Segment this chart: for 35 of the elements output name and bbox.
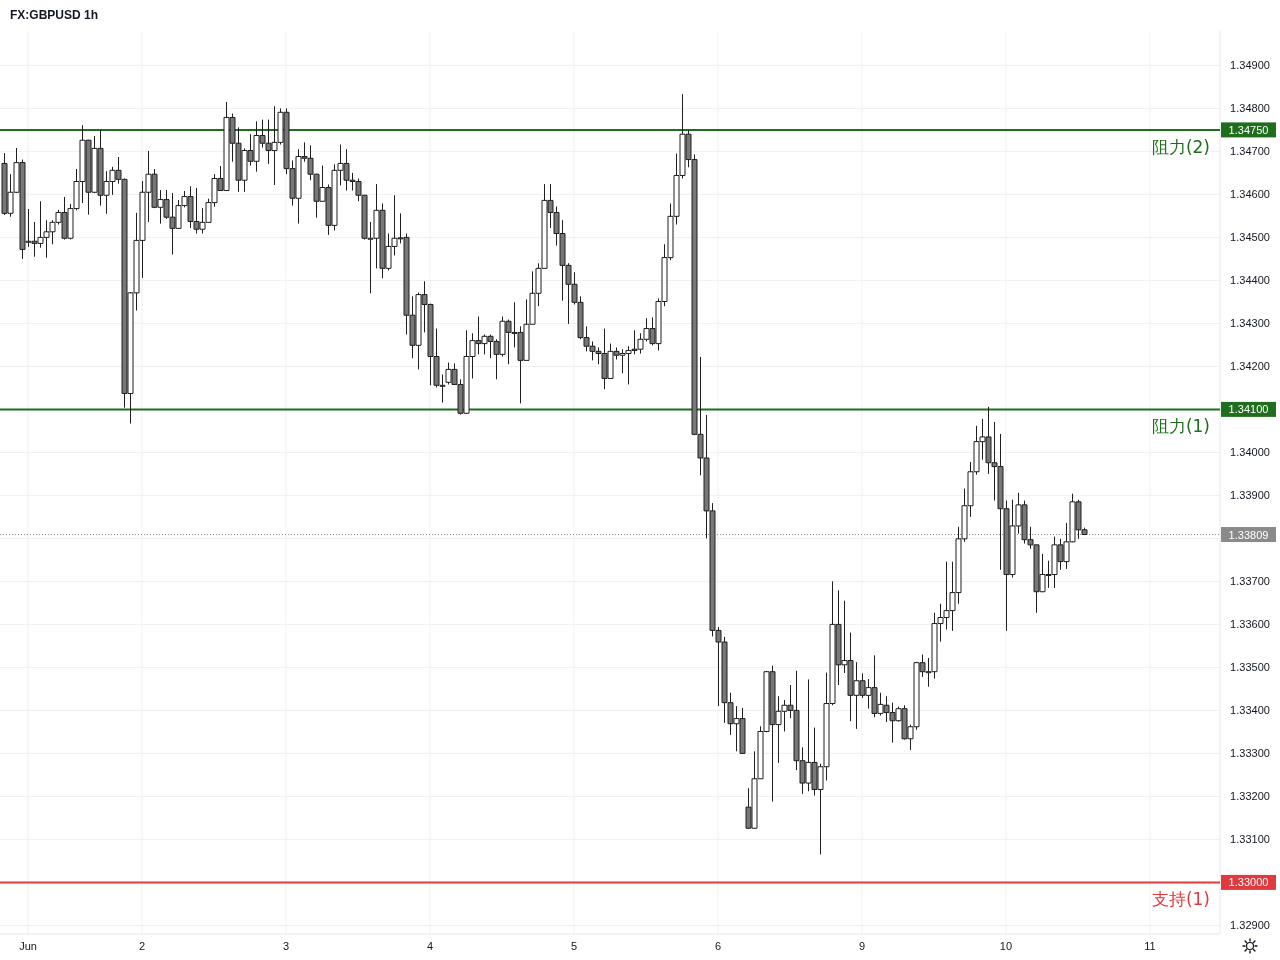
x-tick-label: 6: [714, 940, 722, 952]
y-tick-label: 1.34900: [1230, 59, 1270, 72]
y-tick-label: 1.33700: [1230, 575, 1270, 588]
y-tick-label: 1.32900: [1230, 919, 1270, 932]
y-tick-label: 1.34400: [1230, 274, 1270, 287]
text: 1.34100: [1228, 403, 1269, 416]
y-tick-label: 1.34500: [1230, 231, 1270, 244]
x-tick-label: 9: [858, 940, 866, 952]
text: 1.33809: [1228, 528, 1269, 541]
y-tick-label: 1.34000: [1230, 446, 1270, 459]
text: 1.34750: [1228, 123, 1269, 136]
ref-line-label: 支持(1): [1151, 889, 1210, 910]
ref-line-label: 阻力(2): [1151, 136, 1210, 157]
x-tick-label: 5: [570, 940, 578, 952]
y-tick-label: 1.33600: [1230, 618, 1270, 631]
x-tick-label: Jun: [19, 940, 37, 952]
text: 1.33000: [1228, 876, 1269, 889]
y-tick-label: 1.33900: [1230, 489, 1270, 502]
ref-line-label: 阻力(1): [1151, 416, 1210, 437]
y-tick-label: 1.33100: [1230, 833, 1270, 846]
y-tick-label: 1.33500: [1230, 661, 1270, 674]
x-tick-label: 4: [426, 940, 434, 952]
x-tick-label: 11: [1144, 940, 1156, 952]
y-tick-label: 1.33400: [1230, 704, 1270, 717]
y-tick-label: 1.34700: [1230, 145, 1270, 158]
y-tick-label: 1.34200: [1230, 360, 1270, 373]
chart-title: FX:GBPUSD 1h: [10, 8, 99, 22]
y-tick-label: 1.34300: [1230, 317, 1270, 330]
y-tick-label: 1.34800: [1230, 102, 1270, 115]
x-tick-label: 2: [138, 940, 146, 952]
x-tick-label: 10: [999, 940, 1013, 952]
y-tick-label: 1.33300: [1230, 747, 1270, 760]
y-tick-label: 1.33200: [1230, 790, 1270, 803]
y-tick-label: 1.34600: [1230, 188, 1270, 201]
x-tick-label: 3: [282, 940, 290, 952]
